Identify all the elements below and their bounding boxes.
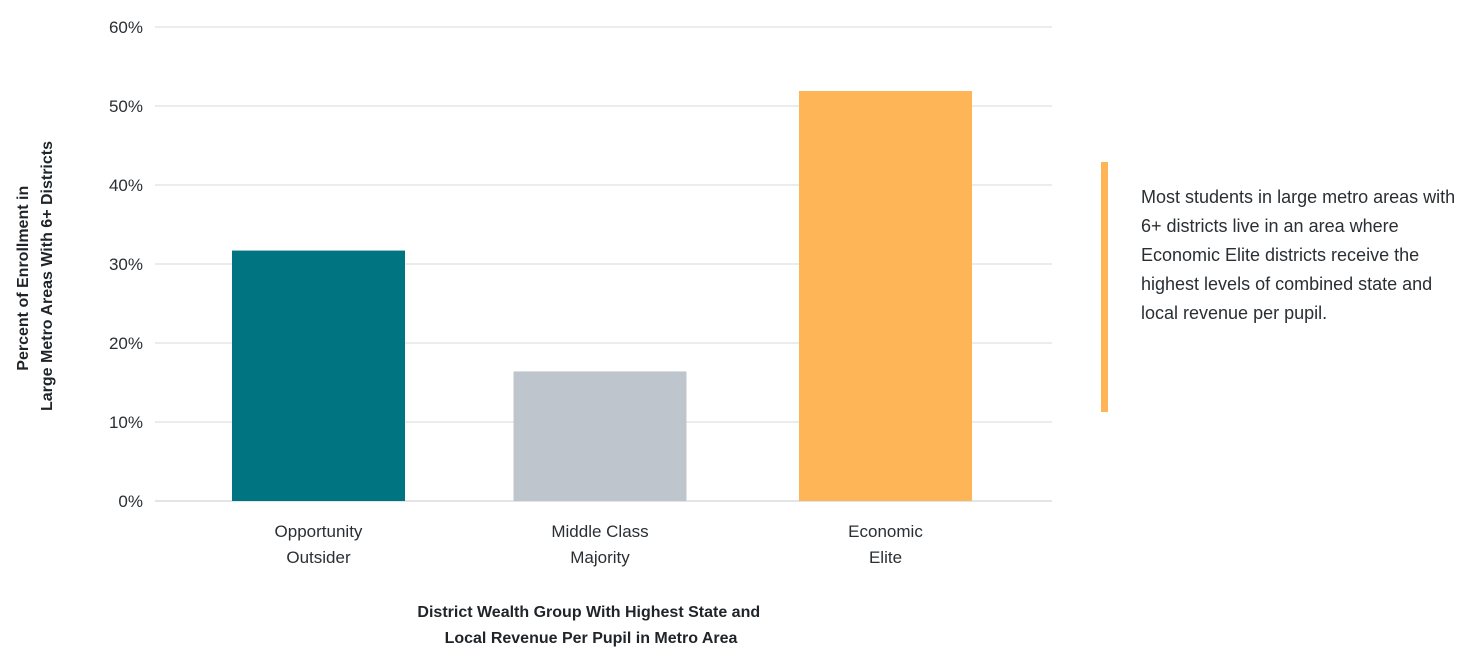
bar-middle-class-majority	[513, 371, 687, 501]
y-axis-title: Percent of Enrollment in Large Metro Are…	[15, 141, 56, 411]
x-tick-label-line: Economic	[848, 522, 923, 541]
y-tick-label: 40%	[109, 176, 143, 195]
y-tick-label: 10%	[109, 413, 143, 432]
bars	[232, 90, 972, 502]
x-tick-label-line: Majority	[570, 548, 630, 567]
x-tick-label-line: Middle Class	[551, 522, 648, 541]
y-tick-label: 60%	[109, 18, 143, 37]
y-tick-label: 0%	[118, 492, 143, 511]
y-tick-label: 20%	[109, 334, 143, 353]
y-axis-title-line-2: Large Metro Areas With 6+ Districts	[39, 141, 56, 411]
y-axis-title-line-1: Percent of Enrollment in	[15, 186, 32, 371]
x-tick-label-line: Opportunity	[275, 522, 363, 541]
x-tick-label: Middle Class Majority	[551, 522, 648, 567]
y-axis-ticks: 0% 10% 20% 30% 40% 50% 60%	[109, 18, 143, 511]
y-tick-label: 30%	[109, 255, 143, 274]
bar-opportunity-outsider	[232, 250, 405, 501]
x-axis-title: District Wealth Group With Highest State…	[417, 604, 764, 647]
y-tick-label: 50%	[109, 97, 143, 116]
callout-text: Most students in large metro areas with …	[1141, 187, 1456, 323]
callout-accent-bar	[1101, 162, 1108, 412]
x-tick-label: Opportunity Outsider	[275, 522, 363, 567]
x-axis-title-line-1: District Wealth Group With Highest State…	[417, 604, 760, 621]
x-axis-ticks: Opportunity Outsider Middle Class Majority E…	[275, 522, 924, 567]
x-tick-label: Economic Elite	[848, 522, 923, 567]
x-axis-title-line-2: Local Revenue Per Pupil in Metro Area	[445, 630, 738, 647]
x-tick-label-line: Elite	[869, 548, 902, 567]
x-tick-label-line: Outsider	[286, 548, 351, 567]
bar-economic-elite	[799, 90, 972, 502]
